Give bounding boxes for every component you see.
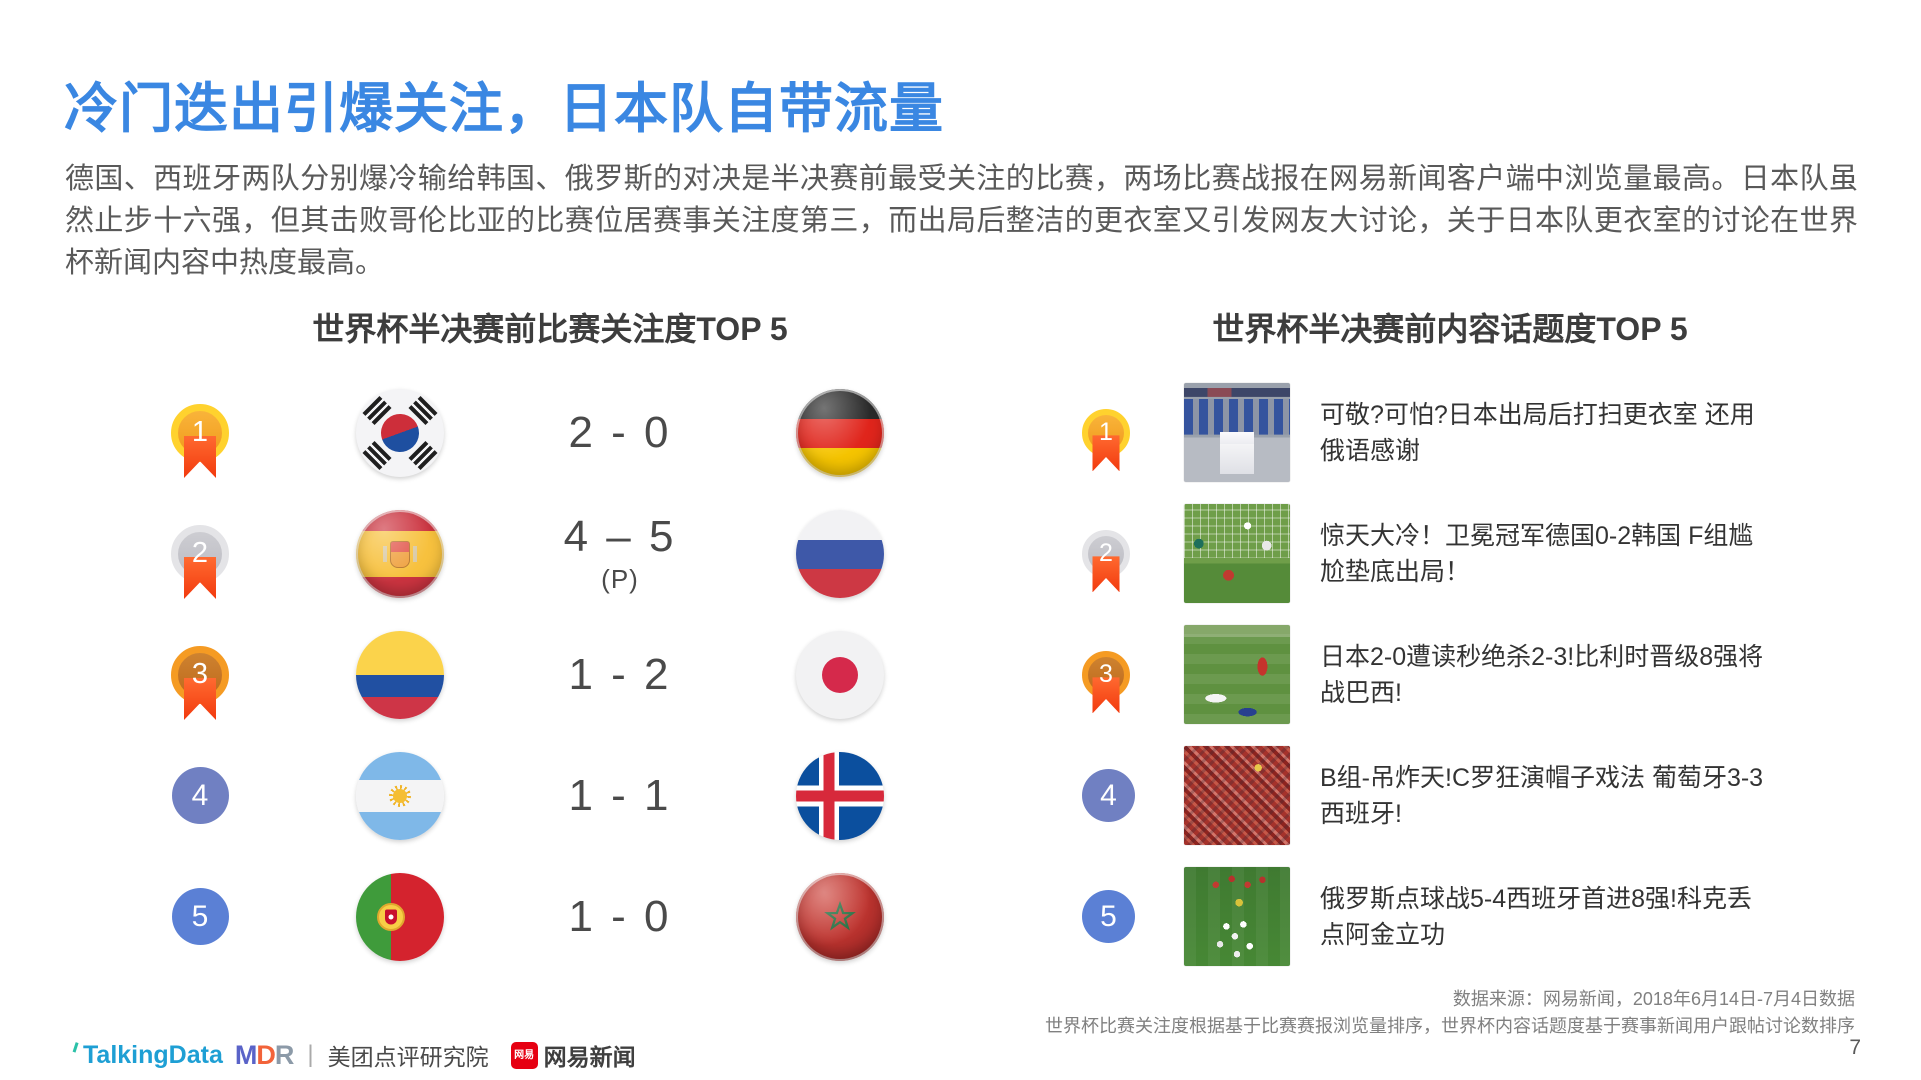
topic-row-1: 1 可敬?可怕?日本出局后打扫更衣室 还用俄语感谢: [1082, 372, 1882, 493]
topic-row-5: 5 俄罗斯点球战5-4西班牙首进8强!科克丢点阿金立功: [1082, 856, 1882, 977]
rank-number: 5: [191, 899, 209, 933]
spain-fans-thumbnail: [1184, 746, 1290, 845]
penalty-note: (P): [601, 564, 639, 594]
germany-flag-icon: [796, 388, 884, 477]
intro-paragraph: 德国、西班牙两队分别爆冷输给韩国、俄罗斯的对决是半决赛前最受关注的比赛，两场比赛…: [65, 163, 1858, 279]
russia-flag-icon: [796, 509, 884, 598]
locker-room-thumbnail: [1184, 383, 1290, 482]
portugal-emblem: [377, 902, 406, 931]
topic-headline: 可敬?可怕?日本出局后打扫更衣室 还用俄语感谢: [1320, 400, 1755, 465]
rank-number: 2: [191, 537, 209, 569]
rank-5-badge: 5: [171, 888, 229, 945]
morocco-flag-icon: [796, 872, 884, 961]
sun-of-may-icon: [389, 784, 411, 807]
topic-headline: 日本2-0遭读秒绝杀2-3!比利时晋级8强将战巴西!: [1320, 642, 1764, 707]
mdr-logo: M D R: [234, 1039, 294, 1070]
brand-logos: TalkingData M D R | 美团点评研究院 网易 网易新闻: [72, 1038, 636, 1072]
rank-5-badge: 5: [1082, 890, 1135, 943]
match-score: 1 - 1: [568, 770, 672, 820]
match-row-4: 4 1 - 1: [130, 735, 970, 856]
japan-belgium-match-thumbnail: [1184, 625, 1290, 724]
topic-row-2: 2 惊天大冷！卫冕冠军德国0-2韩国 F组尴尬垫底出局！: [1082, 493, 1882, 614]
netease-news-logo: 网易 网易新闻: [510, 1038, 636, 1072]
match-score: 1 - 0: [568, 891, 672, 941]
portugal-flag-icon: [356, 872, 444, 961]
rank-4-badge: 4: [171, 767, 229, 824]
data-source-line1: 数据来源：网易新闻，2018年6月14日-7月4日数据: [1452, 989, 1855, 1009]
topic-headline: 俄罗斯点球战5-4西班牙首进8强!科克丢点阿金立功: [1320, 884, 1752, 949]
talkingdata-tick-icon: [72, 1041, 83, 1054]
rank-number: 2: [1099, 539, 1113, 567]
logo-divider: |: [307, 1041, 314, 1068]
argentina-flag-icon: [356, 751, 444, 840]
japan-flag-icon: [796, 630, 884, 719]
rank-number: 4: [191, 778, 209, 812]
rank-number: 3: [191, 658, 209, 690]
netease-badge-icon: 网易: [510, 1041, 538, 1069]
match-row-2: 2 4 – 5 (P): [130, 493, 970, 614]
match-row-5: 5 1 - 0: [130, 856, 970, 977]
rank-number: 3: [1099, 660, 1113, 688]
match-row-1: 1 2 - 0: [130, 372, 970, 493]
left-panel-header: 世界杯半决赛前比赛关注度TOP 5: [312, 311, 788, 347]
slide-title: 冷门迭出引爆关注，日本队自带流量: [64, 79, 944, 139]
right-panel-header: 世界杯半决赛前内容话题度TOP 5: [1212, 311, 1688, 347]
rank-number: 1: [1099, 418, 1113, 446]
silver-medal-icon: 2: [1082, 529, 1130, 593]
data-source-note: 数据来源：网易新闻，2018年6月14日-7月4日数据 世界杯比赛关注度根据基于…: [1045, 986, 1855, 1040]
match-ranking-list: 1 2 - 0 2 4 – 5 (P) 3 1: [130, 372, 970, 977]
topic-row-3: 3 日本2-0遭读秒绝杀2-3!比利时晋级8强将战巴西!: [1082, 614, 1882, 735]
spain-flag-icon: [356, 509, 444, 598]
morocco-star-icon: [824, 900, 856, 931]
match-row-3: 3 1 - 2: [130, 614, 970, 735]
colombia-flag-icon: [356, 630, 444, 719]
meituan-research-label: 美团点评研究院: [327, 1044, 489, 1070]
rank-number: 5: [1100, 899, 1117, 933]
data-source-line2: 世界杯比赛关注度根据基于比赛赛报浏览量排序，世界杯内容话题度基于赛事新闻用户跟帖…: [1045, 1016, 1855, 1036]
rank-4-badge: 4: [1082, 769, 1135, 822]
match-score: 2 - 0: [568, 407, 672, 457]
silver-medal-icon: 2: [171, 524, 229, 600]
gold-medal-icon: 1: [171, 403, 229, 479]
gold-medal-icon: 1: [1082, 408, 1130, 472]
match-score: 4 – 5 (P): [563, 512, 677, 594]
rank-number: 1: [191, 416, 209, 448]
match-score: 1 - 2: [568, 649, 672, 699]
topic-row-4: 4 B组-吊炸天!C罗狂演帽子戏法 葡萄牙3-3西班牙!: [1082, 735, 1882, 856]
south-korea-flag-icon: [356, 388, 444, 477]
topic-headline: B组-吊炸天!C罗狂演帽子戏法 葡萄牙3-3西班牙!: [1320, 763, 1764, 828]
russia-spain-celebration-thumbnail: [1184, 867, 1290, 966]
iceland-flag-icon: [796, 751, 884, 840]
bronze-medal-icon: 3: [171, 645, 229, 721]
topic-headline: 惊天大冷！卫冕冠军德国0-2韩国 F组尴尬垫底出局！: [1320, 521, 1754, 586]
talkingdata-logo: TalkingData: [72, 1041, 223, 1070]
germany-korea-match-thumbnail: [1184, 504, 1290, 603]
topic-ranking-list: 1 可敬?可怕?日本出局后打扫更衣室 还用俄语感谢 2 惊天大冷！卫冕冠军德国0…: [1082, 372, 1882, 977]
rank-number: 4: [1100, 778, 1117, 812]
page-number: 7: [1849, 1036, 1861, 1059]
bronze-medal-icon: 3: [1082, 650, 1130, 714]
